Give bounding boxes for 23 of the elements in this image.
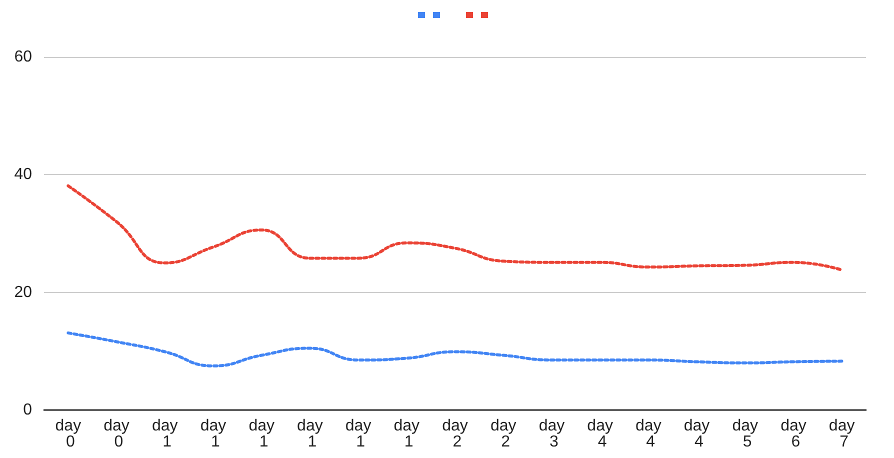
x-tick-label: day 0 (104, 418, 130, 450)
x-tick-label: day 5 (732, 418, 758, 450)
x-tick-label: day 4 (636, 418, 662, 450)
y-tick-label: 0 (23, 402, 32, 418)
x-tick-label: day 1 (152, 418, 178, 450)
x-tick-label: day 6 (780, 418, 806, 450)
line-series (66, 184, 844, 272)
y-tick-label: 20 (14, 284, 32, 301)
x-tick-label: day 7 (828, 418, 855, 450)
x-tick-label: day 4 (587, 418, 613, 450)
x-tick-label: day 1 (394, 418, 420, 450)
x-tick-label: day 0 (55, 418, 82, 450)
x-tick-label: day 1 (297, 418, 323, 450)
x-tick-label: day 3 (538, 418, 565, 450)
x-tick-label: day 4 (684, 418, 710, 450)
y-tick-label: 40 (14, 166, 32, 184)
x-tick-label: day 1 (248, 418, 274, 450)
y-tick-label: 60 (14, 48, 32, 66)
x-tick-label: day 1 (345, 418, 372, 450)
x-tick-label: day 1 (200, 418, 226, 450)
line-series (66, 331, 844, 368)
x-tick-label: day 2 (490, 418, 516, 450)
x-tick-label: day 2 (442, 418, 468, 450)
